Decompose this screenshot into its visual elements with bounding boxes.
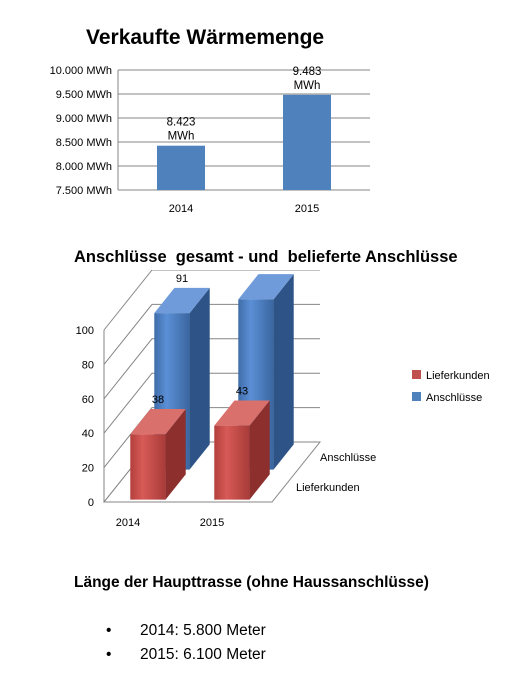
x-tick-label: 2014: [169, 203, 193, 215]
bar-side: [273, 274, 294, 470]
bar-side: [189, 287, 210, 470]
data-label: 99: [260, 270, 272, 271]
chart2-plot: 0 20 40 60 80 100 Anschlüsse Lieferkunden 91 99 38…: [76, 270, 490, 529]
legend-swatch: [412, 370, 421, 379]
x-tick-label: 2014: [116, 517, 140, 529]
y-tick-label: 0: [88, 497, 94, 509]
bar-side: [249, 400, 270, 500]
data-label: 38: [152, 394, 164, 406]
list-item-text: 2014: 5.800 Meter: [140, 622, 266, 639]
bar: [283, 94, 331, 190]
data-label-unit: MWh: [294, 80, 321, 92]
bar: [214, 425, 250, 500]
y-tick-label: 80: [82, 359, 94, 371]
y-tick-label: 9.000 MWh: [56, 113, 112, 125]
legend-swatch: [412, 392, 421, 401]
x-tick-label: 2015: [295, 203, 319, 215]
bar-top: [214, 400, 270, 426]
pipeline-length-list: • 2014: 5.800 Meter • 2015: 6.100 Meter: [106, 619, 266, 667]
bar: [130, 434, 166, 500]
data-label: 43: [236, 385, 248, 397]
bullet-icon: •: [106, 622, 112, 639]
bar-side: [165, 409, 186, 500]
bar-top: [154, 287, 210, 314]
data-label: 9.483: [293, 66, 322, 78]
bar-top: [130, 409, 186, 435]
chart1-plot: 7.500 MWh 8.000 MWh 8.500 MWh 9.000 MWh 9.50…: [50, 65, 370, 215]
y-tick-label: 10.000 MWh: [50, 65, 112, 77]
data-label: 91: [176, 273, 188, 285]
y-tick-label: 7.500 MWh: [56, 185, 112, 197]
gridline: [103, 270, 320, 331]
list-item: • 2015: 6.100 Meter: [106, 643, 266, 667]
data-label-unit: MWh: [168, 131, 195, 143]
y-tick-label: 20: [82, 463, 94, 475]
y-tick-label: 60: [82, 394, 94, 406]
list-item: • 2014: 5.800 Meter: [106, 619, 266, 643]
legend-label: Anschlüsse: [426, 392, 482, 404]
bar: [157, 145, 205, 190]
y-tick-label: 40: [82, 428, 94, 440]
chart2-title: Anschlüsse gesamt - und belieferte Ansch…: [74, 248, 458, 266]
bar-top: [238, 274, 294, 300]
y-tick-label: 9.500 MWh: [56, 89, 112, 101]
depth-axis-label: Anschlüsse: [320, 452, 376, 464]
data-label: 8.423: [167, 117, 196, 129]
chart1-title: Verkaufte Wärmemenge: [86, 26, 325, 49]
bullet-icon: •: [106, 646, 112, 663]
legend-label: Lieferkunden: [426, 370, 490, 382]
x-tick-label: 2015: [200, 517, 224, 529]
y-tick-label: 8.000 MWh: [56, 161, 112, 173]
list-item-text: 2015: 6.100 Meter: [140, 646, 266, 663]
depth-axis-label: Lieferkunden: [296, 482, 360, 494]
y-tick-label: 100: [76, 325, 94, 337]
pipeline-length-heading: Länge der Haupttrasse (ohne Haussanschlü…: [74, 574, 429, 591]
y-tick-label: 8.500 MWh: [56, 137, 112, 149]
